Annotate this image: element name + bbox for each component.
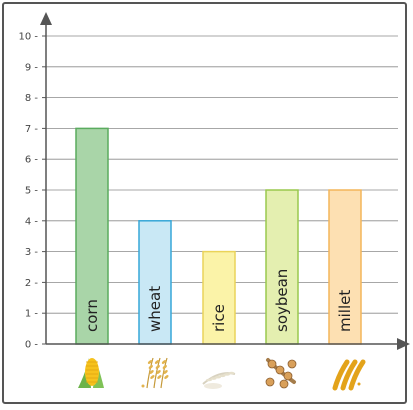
y-tick-label: 1 - (25, 309, 39, 320)
y-tick-label: 10 - (18, 32, 38, 43)
soybean-icon (265, 358, 297, 389)
y-tick-label: 3 - (25, 247, 39, 258)
bar-label-corn: corn (83, 299, 101, 332)
bar-corn (75, 127, 109, 345)
axes (40, 12, 410, 350)
y-tick-label: 7 - (25, 124, 39, 135)
rice-icon (202, 371, 236, 389)
y-tick-label: 9 - (25, 62, 39, 73)
y-tick-label: 8 - (25, 93, 39, 104)
bar-label-millet: millet (336, 290, 354, 332)
y-tick-label: 0 - (25, 340, 39, 351)
bar-label-wheat: wheat (146, 286, 164, 332)
bar-label-soybean: soybean (273, 269, 291, 332)
bar-wheat (138, 220, 172, 345)
crop-icons (78, 357, 366, 391)
x-axis-arrow (397, 338, 410, 350)
y-tick-label: 6 - (25, 155, 39, 166)
bar-label-rice: rice (210, 304, 228, 332)
corn-icon (78, 358, 104, 388)
bar-rice (202, 250, 236, 345)
y-axis-ticks: 0 - 1 - 2 - 3 - 4 - 5 - 6 - 7 - 8 - 9 - 10 - (18, 32, 46, 351)
y-tick-label: 5 - (25, 186, 39, 197)
y-axis-arrow (40, 12, 52, 25)
y-tick-label: 4 - (25, 216, 39, 227)
y-tick-label: 2 - (25, 278, 39, 289)
bar-soybean (265, 189, 299, 345)
wheat-icon (141, 357, 169, 389)
millet-icon (332, 359, 366, 391)
bars (75, 127, 362, 345)
bar-labels: corn wheat rice soybean millet (83, 269, 354, 332)
